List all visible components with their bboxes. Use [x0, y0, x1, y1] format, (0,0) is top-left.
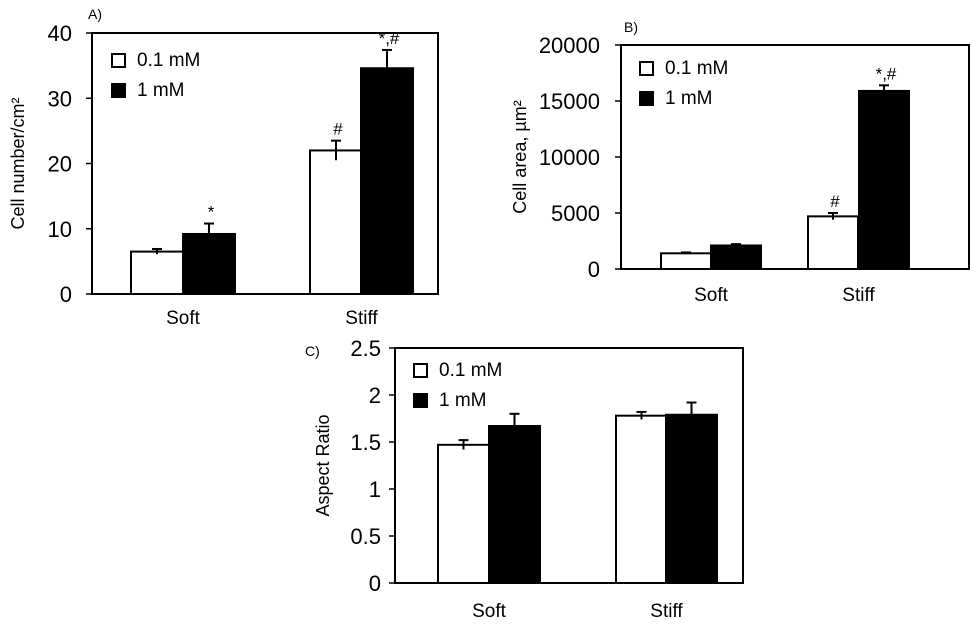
legend-label: 1 mM: [137, 80, 185, 101]
significance-marker: *,#: [379, 29, 400, 48]
panel-label: A): [88, 6, 102, 22]
panel-label: C): [305, 343, 320, 359]
y-tick-label: 5000: [551, 201, 600, 226]
y-tick-label: 20: [48, 152, 72, 177]
bar: [309, 149, 363, 295]
panel-label: B): [624, 19, 638, 35]
bar: [360, 67, 414, 295]
x-tick-label: Stiff: [842, 285, 875, 306]
legend-label: 1 mM: [665, 88, 713, 109]
x-tick-label: Stiff: [345, 308, 378, 329]
legend-swatch: [413, 363, 428, 378]
x-tick-label: Stiff: [650, 601, 683, 622]
y-tick-label: 2.5: [350, 336, 381, 361]
y-axis-label: Cell area, µm²: [510, 100, 530, 213]
significance-marker: *,#: [876, 64, 897, 83]
legend-label: 0.1 mM: [137, 50, 200, 71]
bar: [130, 250, 184, 295]
bar: [437, 443, 490, 584]
y-tick-label: 1: [369, 477, 381, 502]
chart-panel-3: C) 0 0.5 1 1.5 2 2.5 Aspect Ratio Soft Stiff 0.1 m…: [305, 336, 744, 622]
legend-label: 1 mM: [439, 390, 487, 411]
bar: [858, 89, 910, 270]
y-tick-label: 30: [48, 86, 72, 111]
y-tick-label: 20000: [539, 33, 600, 58]
legend-swatch: [111, 53, 126, 68]
significance-marker: #: [830, 192, 840, 211]
significance-marker: #: [333, 120, 343, 139]
chart-panel-1: A) 0 10 20 30 40 Cell number/cm² * Soft # *,# Stiff…: [8, 6, 439, 329]
x-tick-label: Soft: [472, 601, 507, 622]
x-tick-label: Soft: [166, 308, 201, 329]
bar: [665, 413, 718, 584]
bar: [615, 414, 668, 584]
y-tick-label: 0: [369, 571, 381, 596]
y-axis-label: Aspect Ratio: [313, 414, 333, 516]
y-tick-label: 0: [60, 282, 72, 307]
y-tick-label: 10: [48, 217, 72, 242]
significance-marker: *: [208, 203, 215, 222]
bar: [660, 252, 712, 271]
y-tick-label: 2: [369, 383, 381, 408]
legend-label: 0.1 mM: [439, 360, 502, 381]
legend-swatch: [639, 61, 654, 76]
y-tick-label: 1.5: [350, 430, 381, 455]
legend-swatch: [413, 393, 428, 408]
plot-frame: [394, 347, 744, 584]
chart-panel-2: B) 0 5000 10000 15000 20000 Cell area, µm² Soft…: [510, 19, 970, 306]
y-tick-label: 40: [48, 21, 72, 46]
legend-label: 0.1 mM: [665, 58, 728, 79]
y-tick-label: 15000: [539, 89, 600, 114]
bar: [710, 244, 762, 270]
y-tick-label: 0.5: [350, 524, 381, 549]
legend-swatch: [111, 83, 126, 98]
x-tick-label: Soft: [694, 285, 729, 306]
y-tick-label: 0: [588, 257, 600, 282]
legend-swatch: [639, 91, 654, 106]
y-tick-label: 10000: [539, 145, 600, 170]
y-axis-label: Cell number/cm²: [8, 97, 28, 229]
bar: [807, 215, 859, 270]
bar: [488, 425, 541, 584]
